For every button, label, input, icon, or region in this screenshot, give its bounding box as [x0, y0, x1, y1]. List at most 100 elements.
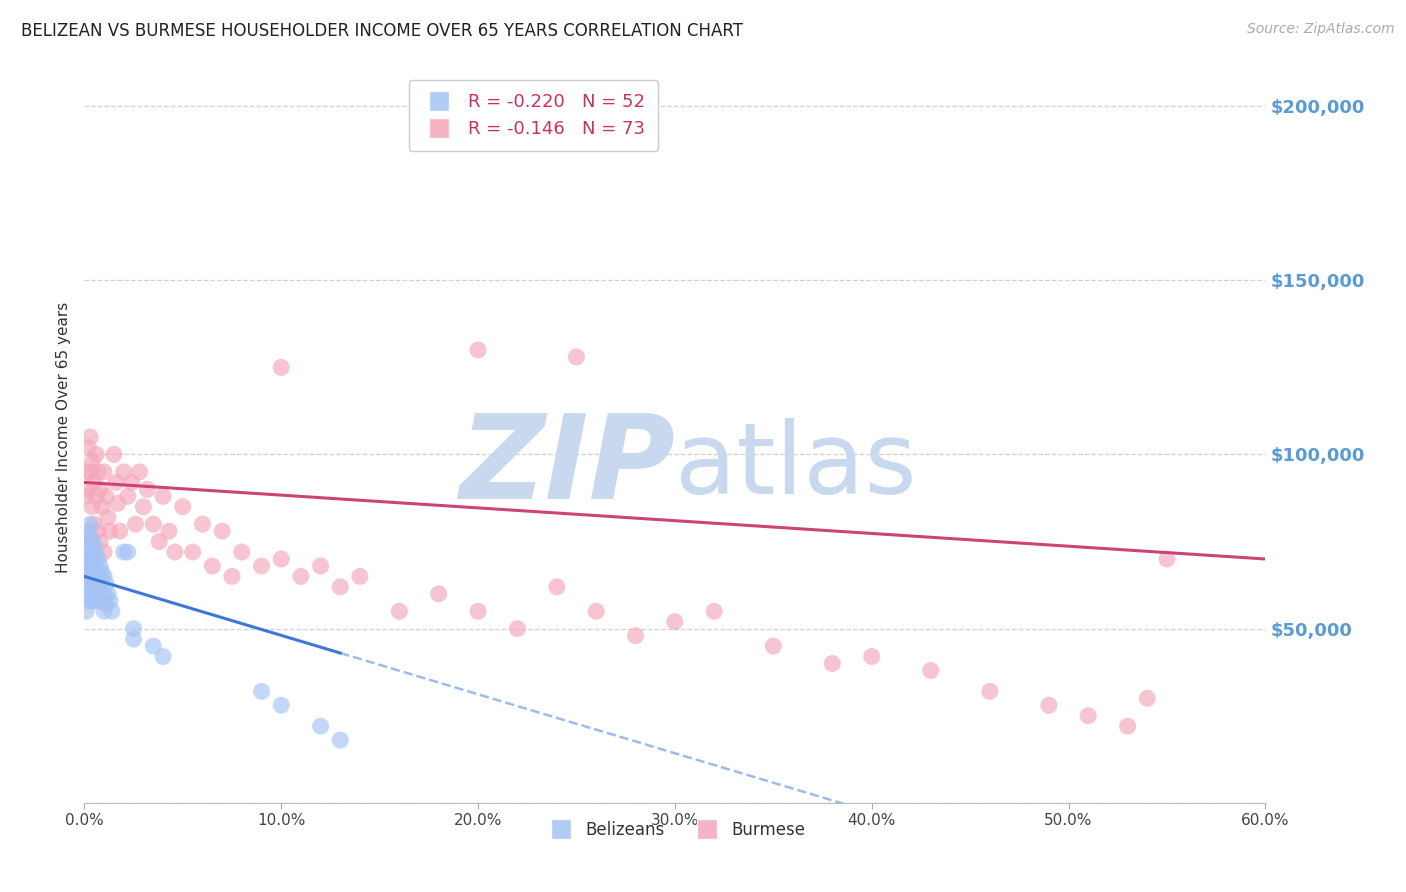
- Point: [142, 517, 165, 532]
- Point: [250, 558, 273, 573]
- Point: [84, 448, 107, 462]
- Point: [77, 541, 100, 556]
- Point: [124, 517, 146, 532]
- Point: [75, 587, 97, 601]
- Point: [270, 698, 292, 713]
- Text: Source: ZipAtlas.com: Source: ZipAtlas.com: [1247, 22, 1395, 37]
- Point: [117, 489, 139, 503]
- Point: [979, 684, 1001, 698]
- Point: [93, 545, 115, 559]
- Point: [920, 664, 942, 678]
- Point: [93, 587, 115, 601]
- Point: [75, 534, 97, 549]
- Point: [89, 483, 111, 497]
- Point: [290, 569, 312, 583]
- Point: [79, 430, 101, 444]
- Point: [231, 545, 253, 559]
- Point: [79, 545, 101, 559]
- Point: [157, 524, 180, 538]
- Point: [79, 531, 101, 545]
- Point: [87, 569, 110, 583]
- Point: [87, 594, 110, 608]
- Point: [703, 604, 725, 618]
- Text: atlas: atlas: [675, 417, 917, 515]
- Point: [152, 489, 174, 503]
- Point: [77, 441, 100, 455]
- Point: [122, 622, 145, 636]
- Point: [75, 604, 97, 618]
- Point: [79, 517, 101, 532]
- Point: [112, 545, 135, 559]
- Point: [108, 524, 131, 538]
- Point: [91, 500, 114, 514]
- Text: BELIZEAN VS BURMESE HOUSEHOLDER INCOME OVER 65 YEARS CORRELATION CHART: BELIZEAN VS BURMESE HOUSEHOLDER INCOME O…: [21, 22, 744, 40]
- Point: [221, 569, 243, 583]
- Point: [121, 475, 143, 490]
- Point: [93, 604, 115, 618]
- Point: [83, 517, 105, 532]
- Point: [75, 569, 97, 583]
- Point: [163, 545, 186, 559]
- Point: [506, 622, 529, 636]
- Point: [94, 489, 117, 503]
- Point: [75, 465, 97, 479]
- Point: [136, 483, 159, 497]
- Point: [309, 558, 332, 573]
- Point: [79, 587, 101, 601]
- Point: [250, 684, 273, 698]
- Point: [83, 594, 105, 608]
- Point: [94, 597, 117, 611]
- Point: [860, 649, 883, 664]
- Point: [270, 552, 292, 566]
- Point: [97, 587, 120, 601]
- Point: [89, 534, 111, 549]
- Point: [349, 569, 371, 583]
- Point: [128, 465, 150, 479]
- Point: [82, 500, 104, 514]
- Point: [79, 558, 101, 573]
- Point: [82, 552, 104, 566]
- Point: [87, 465, 110, 479]
- Point: [132, 500, 155, 514]
- Point: [77, 594, 100, 608]
- Point: [89, 558, 111, 573]
- Point: [82, 454, 104, 468]
- Point: [94, 576, 117, 591]
- Point: [1038, 698, 1060, 713]
- Point: [77, 483, 100, 497]
- Point: [84, 545, 107, 559]
- Point: [103, 448, 125, 462]
- Point: [101, 604, 124, 618]
- Point: [427, 587, 450, 601]
- Point: [181, 545, 204, 559]
- Point: [329, 580, 352, 594]
- Point: [201, 558, 224, 573]
- Text: ZIP: ZIP: [458, 409, 675, 524]
- Point: [82, 534, 104, 549]
- Point: [84, 562, 107, 576]
- Point: [467, 604, 489, 618]
- Point: [84, 587, 107, 601]
- Point: [546, 580, 568, 594]
- Point: [585, 604, 607, 618]
- Point: [112, 465, 135, 479]
- Point: [122, 632, 145, 646]
- Point: [1077, 708, 1099, 723]
- Point: [104, 475, 127, 490]
- Point: [98, 524, 121, 538]
- Point: [75, 552, 97, 566]
- Point: [762, 639, 785, 653]
- Point: [84, 489, 107, 503]
- Point: [82, 569, 104, 583]
- Point: [821, 657, 844, 671]
- Y-axis label: Householder Income Over 65 years: Householder Income Over 65 years: [56, 301, 72, 573]
- Point: [77, 576, 100, 591]
- Point: [93, 569, 115, 583]
- Point: [142, 639, 165, 653]
- Point: [98, 594, 121, 608]
- Point: [93, 465, 115, 479]
- Point: [270, 360, 292, 375]
- Point: [89, 580, 111, 594]
- Point: [83, 475, 105, 490]
- Point: [79, 465, 101, 479]
